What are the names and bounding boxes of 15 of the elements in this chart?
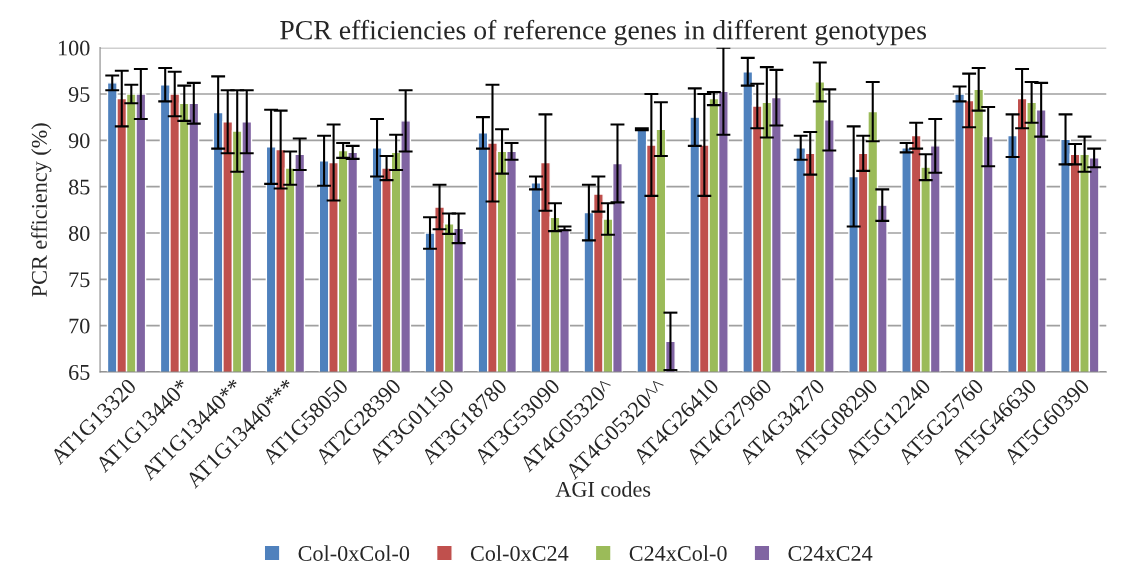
legend-label: C24xC24 <box>788 546 873 561</box>
y-tick-label: 65 <box>69 364 90 380</box>
legend-label: C24xCol-0 <box>629 545 727 561</box>
y-axis-title: PCR efficiency (%) <box>31 123 52 297</box>
chart-title: PCR efficiencies of reference genes in different genotypes <box>280 19 926 46</box>
y-tick-label: 100 <box>58 40 90 56</box>
legend-label: Col-0xCol-0 <box>298 545 410 561</box>
y-tick-label: 85 <box>68 179 90 195</box>
y-tick-label: 95 <box>68 86 90 102</box>
y-tick-label: 75 <box>69 272 90 288</box>
y-tick-label: 80 <box>68 225 90 241</box>
legend-label: Col-0xC24 <box>470 545 569 561</box>
y-tick-label: 70 <box>69 318 90 334</box>
x-axis-title: AGI codes <box>555 481 651 497</box>
y-tick-label: 90 <box>68 133 90 149</box>
